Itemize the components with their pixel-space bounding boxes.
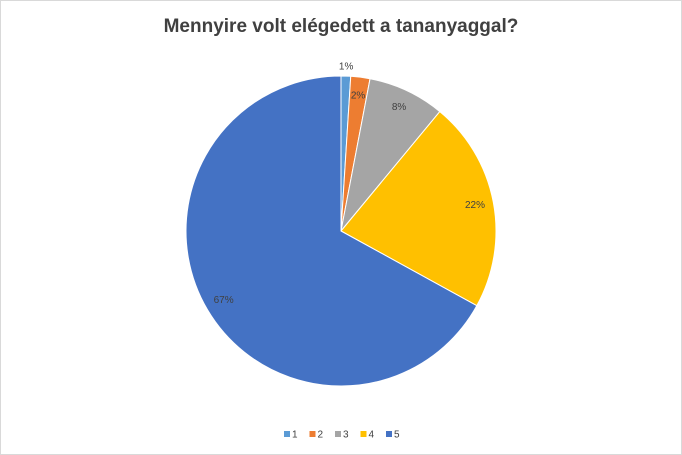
data-label: 1% xyxy=(339,62,354,73)
pie-slice xyxy=(340,110,497,307)
legend-swatch xyxy=(360,431,367,437)
chart-title: Mennyire volt elégedett a tananyaggal? xyxy=(164,16,519,37)
legend-label: 2 xyxy=(318,430,324,441)
legend-swatch xyxy=(335,431,341,437)
legend-label: 1 xyxy=(292,430,298,441)
legend-swatch xyxy=(386,431,392,437)
legend-label: 3 xyxy=(343,430,349,441)
data-label: 67% xyxy=(214,295,234,306)
data-label: 8% xyxy=(392,102,407,113)
data-label: 22% xyxy=(465,200,485,211)
legend-label: 5 xyxy=(394,430,400,441)
legend-swatch xyxy=(284,431,290,437)
legend-swatch xyxy=(309,431,316,437)
pie-slice xyxy=(185,75,478,387)
legend-label: 4 xyxy=(369,430,375,441)
data-label: 2% xyxy=(351,90,366,101)
